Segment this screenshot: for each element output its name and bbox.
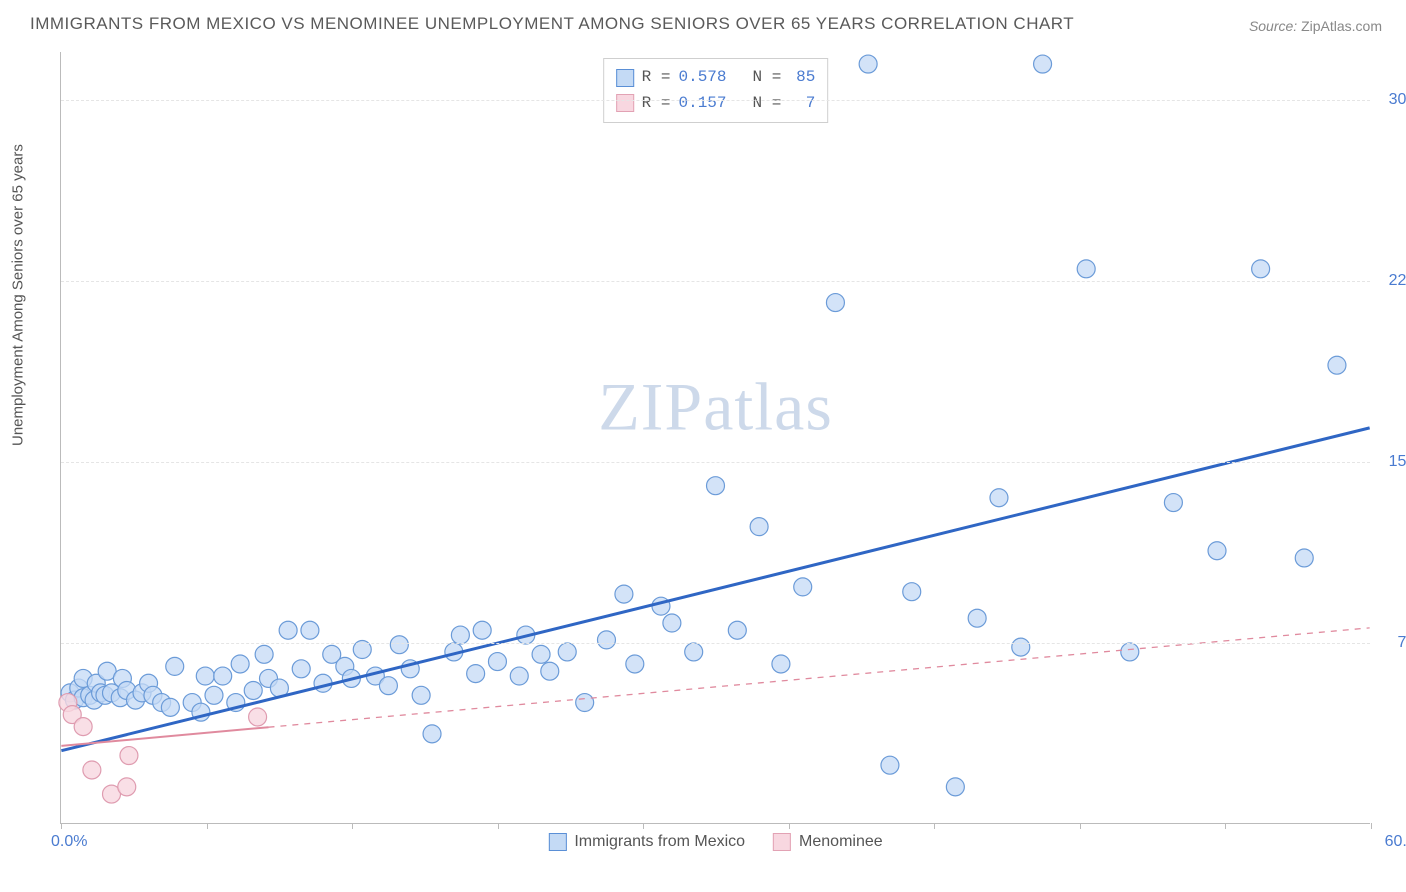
x-tick (207, 823, 208, 829)
y-tick-label: 15.0% (1378, 453, 1406, 471)
gridline (61, 281, 1370, 282)
chart-title: IMMIGRANTS FROM MEXICO VS MENOMINEE UNEM… (30, 14, 1074, 34)
legend-item-menominee: Menominee (773, 833, 883, 851)
legend-series: Immigrants from Mexico Menominee (548, 833, 882, 851)
x-axis-origin-label: 0.0% (51, 833, 87, 851)
x-tick (1080, 823, 1081, 829)
plot-area: ZIPatlas R = 0.578 N = 85 R = 0.157 N = … (60, 52, 1370, 824)
gridline (61, 462, 1370, 463)
x-tick (1371, 823, 1372, 829)
x-axis-max-label: 60.0% (1385, 833, 1406, 851)
chart-svg (61, 52, 1370, 823)
swatch-icon (548, 833, 566, 851)
y-tick-label: 7.5% (1378, 634, 1406, 652)
gridline (61, 643, 1370, 644)
legend-item-label: Immigrants from Mexico (574, 833, 745, 851)
source-label: Source: (1249, 18, 1297, 34)
source-value: ZipAtlas.com (1301, 18, 1382, 34)
source-attribution: Source: ZipAtlas.com (1249, 18, 1382, 34)
swatch-icon (773, 833, 791, 851)
y-axis-label: Unemployment Among Seniors over 65 years (10, 144, 27, 446)
x-tick (498, 823, 499, 829)
gridline (61, 100, 1370, 101)
legend-item-label: Menominee (799, 833, 883, 851)
y-tick-label: 30.0% (1378, 91, 1406, 109)
x-tick (61, 823, 62, 829)
x-tick (1225, 823, 1226, 829)
x-tick (789, 823, 790, 829)
legend-item-mexico: Immigrants from Mexico (548, 833, 745, 851)
y-tick-label: 22.5% (1378, 272, 1406, 290)
x-tick (643, 823, 644, 829)
x-tick (934, 823, 935, 829)
x-tick (352, 823, 353, 829)
